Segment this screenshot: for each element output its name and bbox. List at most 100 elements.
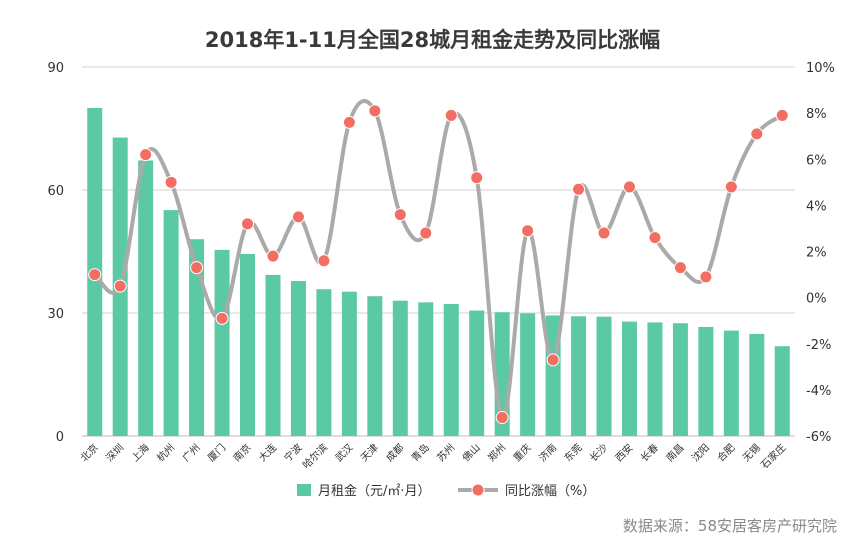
growth-point (393, 208, 407, 222)
growth-point (88, 268, 102, 282)
bar (672, 323, 688, 436)
category-label: 南京 (230, 441, 253, 464)
growth-point (673, 261, 687, 275)
category-label: 无锡 (740, 441, 763, 464)
category-label: 长沙 (588, 442, 611, 465)
bar (520, 313, 536, 436)
bar (723, 330, 739, 436)
bar (698, 326, 714, 436)
bar (163, 210, 179, 436)
category-label: 宁波 (281, 441, 304, 464)
growth-point (648, 231, 662, 245)
growth-point (164, 175, 178, 189)
bar (138, 160, 154, 437)
category-label: 重庆 (510, 441, 533, 464)
bar (189, 239, 205, 436)
growth-point (470, 171, 484, 185)
bar (443, 303, 459, 436)
bar (774, 346, 790, 436)
growth-point (368, 104, 382, 118)
category-label: 广州 (180, 442, 203, 465)
category-label: 郑州 (485, 441, 508, 464)
category-label: 苏州 (434, 441, 457, 464)
category-label: 厦门 (205, 441, 228, 464)
right-axis-tick-label: 8% (806, 107, 827, 122)
growth-point (266, 249, 280, 263)
bar (418, 302, 434, 436)
growth-point (724, 180, 738, 194)
right-axis-tick-label: -4% (806, 384, 831, 399)
source-note: 数据来源：58安居客房产研究院 (622, 517, 837, 535)
category-label: 南昌 (663, 441, 686, 464)
right-axis-tick-label: -2% (806, 338, 831, 353)
growth-point (622, 180, 636, 194)
growth-point (775, 108, 789, 122)
bar (621, 321, 637, 436)
legend-bar-label: 月租金（元/㎡·月） (318, 483, 431, 499)
category-label: 青岛 (409, 441, 432, 464)
left-axis-tick-label: 60 (47, 184, 64, 199)
category-label: 石家庄 (758, 441, 788, 471)
growth-point (444, 108, 458, 122)
category-label: 武汉 (332, 441, 355, 464)
growth-point (291, 210, 305, 224)
right-axis-tick-label: 4% (806, 199, 827, 214)
category-label: 合肥 (714, 441, 737, 464)
growth-point (419, 226, 433, 240)
right-axis-tick-label: 6% (806, 153, 827, 168)
growth-point (750, 127, 764, 141)
bar (392, 300, 408, 436)
growth-point (572, 182, 586, 196)
bar (240, 253, 256, 436)
legend-line-label: 同比涨幅（%） (505, 484, 595, 499)
bar (265, 274, 281, 436)
growth-point (699, 270, 713, 284)
category-label: 济南 (536, 441, 559, 464)
category-label: 西安 (612, 441, 635, 464)
category-label: 大连 (256, 441, 279, 464)
chart-title: 2018年1-11月全国28城月租金走势及同比涨幅 (204, 28, 661, 52)
bar (571, 316, 587, 436)
category-label: 哈尔滨 (300, 441, 330, 471)
growth-point (190, 261, 204, 275)
growth-point (113, 279, 127, 293)
growth-point (597, 226, 611, 240)
category-label: 佛山 (459, 441, 482, 464)
growth-point (495, 411, 509, 425)
growth-point (241, 217, 255, 231)
legend-bar-swatch (297, 484, 311, 496)
growth-point (342, 115, 356, 129)
bar (367, 296, 383, 436)
growth-point (317, 254, 331, 268)
left-axis-tick-label: 30 (47, 307, 64, 322)
category-label: 杭州 (154, 441, 177, 464)
bar (316, 289, 332, 436)
growth-point (139, 148, 153, 162)
category-label: 上海 (128, 441, 151, 464)
category-label: 东莞 (561, 441, 584, 464)
category-label: 沈阳 (689, 441, 712, 464)
right-axis-tick-label: 0% (806, 292, 827, 307)
bar (341, 291, 357, 436)
right-axis-tick-label: 10% (806, 61, 835, 76)
bar (290, 281, 306, 436)
growth-point (215, 311, 229, 325)
growth-point (546, 353, 560, 367)
left-axis-tick-label: 0 (56, 430, 64, 445)
category-label: 成都 (384, 442, 407, 465)
bar (749, 333, 765, 436)
right-axis-tick-label: 2% (806, 246, 827, 261)
growth-point (521, 224, 535, 238)
category-label: 深圳 (104, 442, 127, 465)
right-axis-tick-label: -6% (806, 430, 831, 445)
category-label: 北京 (78, 441, 101, 464)
bar (214, 249, 230, 436)
left-axis-tick-label: 90 (47, 61, 64, 76)
bar (647, 322, 663, 436)
bar (469, 310, 485, 436)
bar (596, 316, 612, 436)
legend-line-marker (471, 483, 485, 497)
category-label: 天津 (358, 442, 381, 465)
category-label: 长春 (638, 442, 661, 465)
